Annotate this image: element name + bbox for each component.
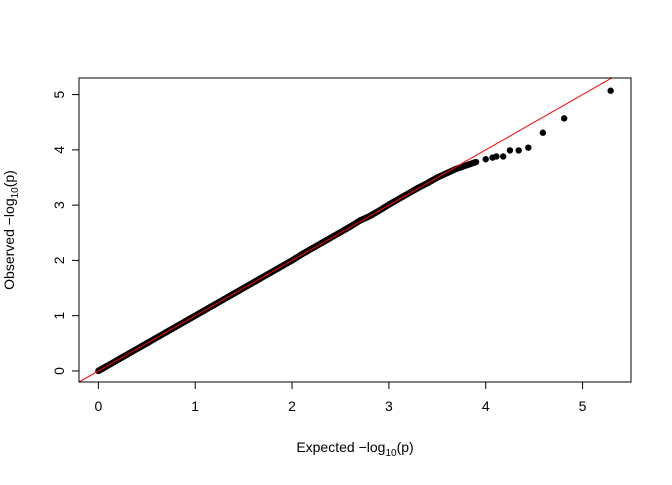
- reference-line: [79, 78, 613, 382]
- y-tick-label: 0: [51, 367, 67, 375]
- data-point: [482, 156, 489, 163]
- x-tick-label: 1: [191, 398, 199, 414]
- x-tick-label: 3: [385, 398, 393, 414]
- x-tick-label: 2: [288, 398, 296, 414]
- plot-marks: [79, 78, 614, 382]
- x-tick-label: 4: [482, 398, 490, 414]
- data-point: [539, 129, 547, 136]
- data-point: [493, 153, 500, 160]
- data-point: [506, 147, 514, 154]
- y-tick-label: 5: [51, 90, 67, 98]
- data-point: [515, 147, 522, 154]
- data-point: [525, 144, 532, 151]
- y-tick-label: 2: [51, 256, 67, 264]
- x-axis: 0 1 2 3 4 5: [94, 381, 587, 414]
- y-tick-label: 1: [51, 312, 67, 320]
- y-tick-label: 3: [51, 201, 67, 209]
- x-axis-label: Expected −log10(p): [296, 439, 413, 459]
- data-point: [472, 158, 480, 166]
- data-point: [499, 153, 507, 160]
- y-axis-label: Observed −log10(p): [1, 170, 21, 290]
- y-axis: 0 1 2 3 4 5: [51, 90, 80, 375]
- y-tick-label: 4: [51, 146, 67, 154]
- x-tick-label: 5: [579, 398, 587, 414]
- x-tick-label: 0: [94, 398, 102, 414]
- data-point: [607, 87, 614, 94]
- data-point: [560, 115, 568, 122]
